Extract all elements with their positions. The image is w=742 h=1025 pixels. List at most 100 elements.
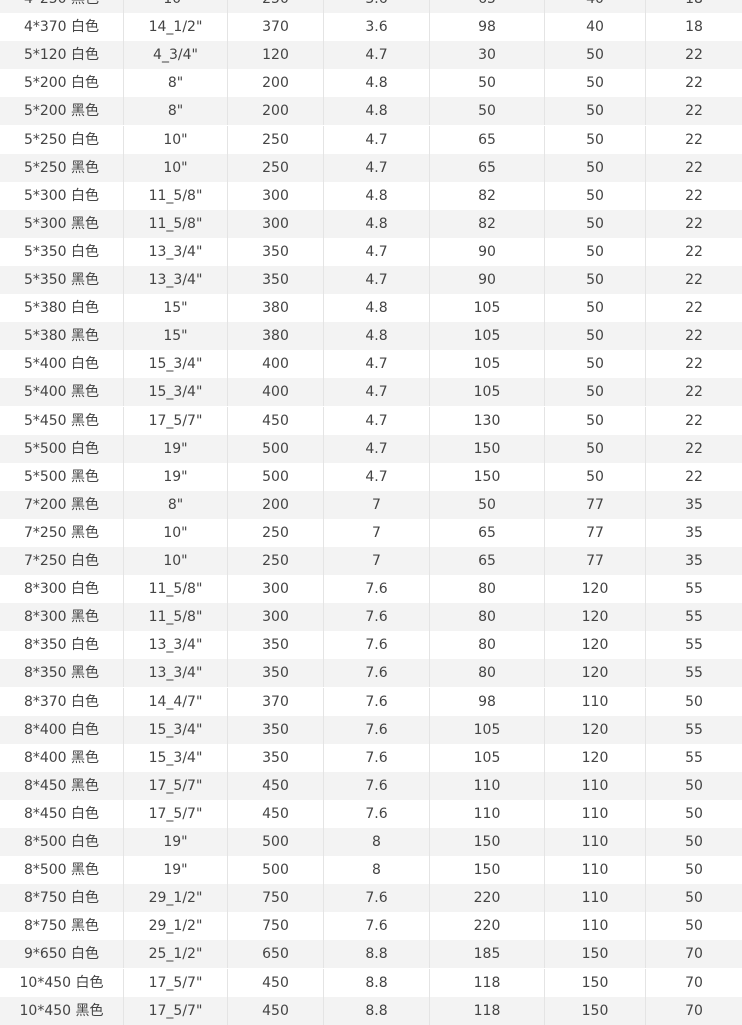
table-cell: 15" <box>124 322 228 351</box>
table-cell: 105 <box>430 378 545 407</box>
table-cell: 105 <box>430 322 545 351</box>
table-cell: 17_5/7" <box>124 406 228 435</box>
table-cell: 65 <box>430 153 545 182</box>
table-cell: 120 <box>545 715 646 744</box>
table-cell: 300 <box>228 209 324 238</box>
table-cell: 22 <box>685 356 703 373</box>
table-cell: 4*250 黑色 <box>0 0 124 14</box>
table-cell: 50 <box>545 406 646 435</box>
table-cell: 50 <box>685 693 703 710</box>
table-cell: 120 <box>545 603 646 632</box>
table-cell: 4.7 <box>324 153 430 182</box>
table-row: 4*370 白色 14_1/2" 370 3.6 98 40 18 <box>0 13 742 42</box>
table-cell: 5*400 黑色 <box>0 378 124 407</box>
table-row: 5*350 黑色 13_3/4" 350 4.7 90 50 22 <box>0 266 742 295</box>
table-cell: 8*450 白色 <box>0 799 124 828</box>
table-cell: 370 <box>228 687 324 716</box>
table-cell: 500 <box>228 828 324 857</box>
table-cell: 150 <box>430 462 545 491</box>
table-cell: 300 <box>228 575 324 604</box>
table-cell: 4_3/4" <box>124 41 228 70</box>
table-cell: 150 <box>430 856 545 885</box>
table-cell: 250 <box>228 153 324 182</box>
table-cell: 380 <box>228 294 324 323</box>
table-cell: 750 <box>228 884 324 913</box>
table-cell: 55 <box>685 665 703 682</box>
table-cell: 118 <box>430 996 545 1025</box>
table-cell: 7.6 <box>324 687 430 716</box>
table-cell: 19" <box>124 462 228 491</box>
table-row: 5*500 白色 19" 500 4.7 150 50 22 <box>0 434 742 463</box>
table-cell: 150 <box>545 996 646 1025</box>
table-row: 8*300 黑色 11_5/8" 300 7.6 80 120 55 <box>0 603 742 632</box>
table-cell: 450 <box>228 771 324 800</box>
table-cell: 22 <box>685 328 703 345</box>
table-cell: 65 <box>430 125 545 154</box>
table-cell: 10" <box>124 153 228 182</box>
table-cell: 7*250 白色 <box>0 547 124 576</box>
table-cell: 7.6 <box>324 884 430 913</box>
table-cell: 4.7 <box>324 237 430 266</box>
table-cell: 220 <box>430 912 545 941</box>
table-row: 8*370 白色 14_4/7" 370 7.6 98 110 50 <box>0 687 742 716</box>
table-cell: 98 <box>430 687 545 716</box>
table-cell: 50 <box>545 69 646 98</box>
table-cell: 150 <box>545 940 646 969</box>
table-row: 7*250 黑色 10" 250 7 65 77 35 <box>0 518 742 547</box>
table-cell: 7.6 <box>324 631 430 660</box>
table-cell: 55 <box>685 721 703 738</box>
table-cell: 18 <box>685 19 703 36</box>
table-cell: 4.8 <box>324 181 430 210</box>
table-cell: 82 <box>430 181 545 210</box>
table-row: 5*300 黑色 11_5/8" 300 4.8 82 50 22 <box>0 209 742 238</box>
table-cell: 50 <box>545 181 646 210</box>
table-cell: 4.7 <box>324 350 430 379</box>
table-cell: 55 <box>685 609 703 626</box>
table-cell: 55 <box>685 749 703 766</box>
table-cell: 80 <box>430 659 545 688</box>
table-cell: 200 <box>228 69 324 98</box>
table-cell: 13_3/4" <box>124 266 228 295</box>
table-cell: 17_5/7" <box>124 968 228 997</box>
table-cell: 35 <box>685 553 703 569</box>
table-cell: 11_5/8" <box>124 181 228 210</box>
table-cell: 77 <box>545 547 646 576</box>
table-row: 8*750 黑色 29_1/2" 750 7.6 220 110 50 <box>0 912 742 941</box>
table-cell: 13_3/4" <box>124 631 228 660</box>
table-cell: 110 <box>545 856 646 885</box>
table-row: 5*120 白色 4_3/4" 120 4.7 30 50 22 <box>0 41 742 70</box>
table-cell: 250 <box>228 547 324 576</box>
table-cell: 77 <box>545 518 646 547</box>
table-cell: 19" <box>124 434 228 463</box>
table-cell: 8 <box>324 828 430 857</box>
table-cell: 25_1/2" <box>124 940 228 969</box>
table-cell: 8*450 黑色 <box>0 771 124 800</box>
table-cell: 8.8 <box>324 940 430 969</box>
table-cell: 29_1/2" <box>124 884 228 913</box>
table-cell: 5*250 白色 <box>0 125 124 154</box>
table-cell: 300 <box>228 603 324 632</box>
table-cell: 17_5/7" <box>124 799 228 828</box>
table-cell: 5*380 白色 <box>0 294 124 323</box>
table-cell: 22 <box>685 103 703 120</box>
table-cell: 5*300 白色 <box>0 181 124 210</box>
table-cell: 65 <box>430 518 545 547</box>
table-cell: 450 <box>228 406 324 435</box>
table-cell: 22 <box>685 384 703 401</box>
table-cell: 22 <box>685 412 703 429</box>
table-cell: 50 <box>685 918 703 935</box>
table-cell: 300 <box>228 181 324 210</box>
table-cell: 77 <box>545 490 646 519</box>
table-cell: 70 <box>685 946 703 963</box>
table-cell: 450 <box>228 968 324 997</box>
table-cell: 7 <box>324 547 430 576</box>
table-row: 8*500 白色 19" 500 8 150 110 50 <box>0 828 742 857</box>
table-cell: 5*500 白色 <box>0 434 124 463</box>
table-cell: 8*750 黑色 <box>0 912 124 941</box>
table-cell: 250 <box>228 0 324 14</box>
table-cell: 105 <box>430 294 545 323</box>
table-cell: 22 <box>685 215 703 232</box>
table-cell: 4.7 <box>324 462 430 491</box>
table-cell: 10*450 黑色 <box>0 996 124 1025</box>
